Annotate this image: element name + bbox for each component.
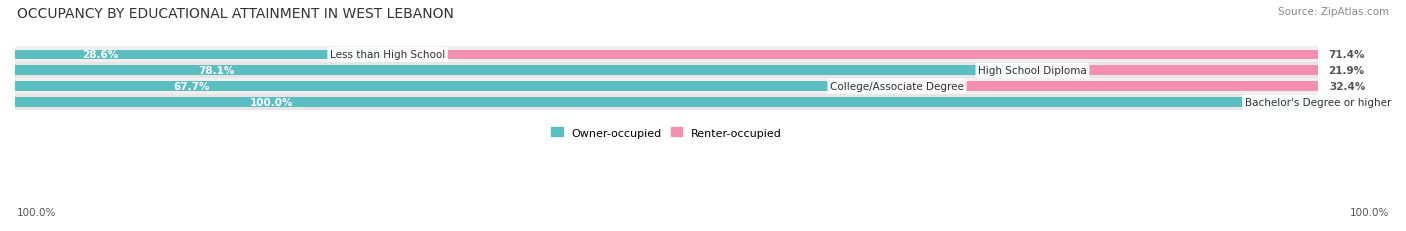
- Bar: [1032, 66, 1317, 76]
- Bar: [15, 50, 388, 60]
- Text: 78.1%: 78.1%: [198, 66, 235, 76]
- Text: 28.6%: 28.6%: [82, 50, 118, 60]
- Text: Bachelor's Degree or higher: Bachelor's Degree or higher: [1244, 98, 1391, 108]
- Text: Source: ZipAtlas.com: Source: ZipAtlas.com: [1278, 7, 1389, 17]
- Text: 32.4%: 32.4%: [1330, 82, 1365, 92]
- Bar: [15, 82, 897, 92]
- Bar: [897, 82, 1319, 92]
- Text: 100.0%: 100.0%: [249, 98, 292, 108]
- Bar: [15, 98, 1317, 108]
- Text: High School Diploma: High School Diploma: [979, 66, 1087, 76]
- Text: 100.0%: 100.0%: [1350, 207, 1389, 217]
- Text: 71.4%: 71.4%: [1329, 50, 1365, 60]
- Text: Less than High School: Less than High School: [330, 50, 446, 60]
- Text: 0.0%: 0.0%: [1329, 98, 1357, 108]
- Bar: [15, 79, 1317, 95]
- Bar: [15, 95, 1317, 111]
- Bar: [388, 50, 1317, 60]
- Text: OCCUPANCY BY EDUCATIONAL ATTAINMENT IN WEST LEBANON: OCCUPANCY BY EDUCATIONAL ATTAINMENT IN W…: [17, 7, 454, 21]
- Bar: [15, 47, 1317, 63]
- Text: 21.9%: 21.9%: [1329, 66, 1364, 76]
- Bar: [15, 66, 1032, 76]
- Legend: Owner-occupied, Renter-occupied: Owner-occupied, Renter-occupied: [551, 128, 782, 138]
- Text: College/Associate Degree: College/Associate Degree: [830, 82, 965, 92]
- Text: 67.7%: 67.7%: [174, 82, 211, 92]
- Text: 100.0%: 100.0%: [17, 207, 56, 217]
- Bar: [15, 63, 1317, 79]
